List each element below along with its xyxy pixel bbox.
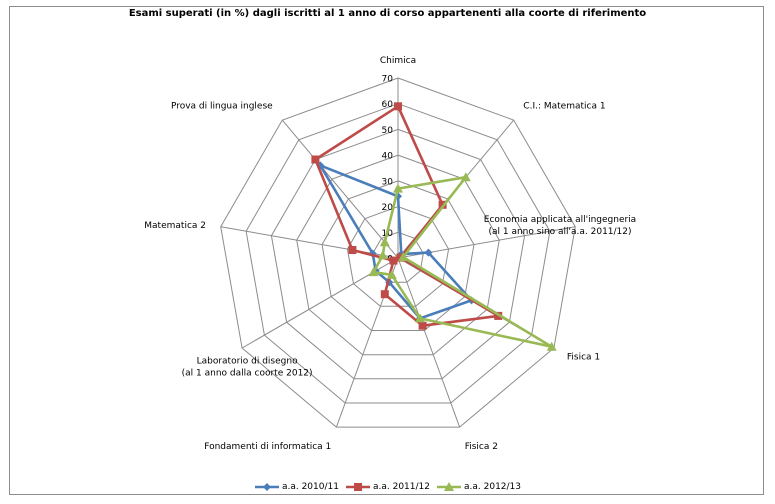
tick-label: 20 bbox=[382, 203, 394, 213]
data-point bbox=[393, 183, 403, 193]
legend-label: a.a. 2010/11 bbox=[281, 482, 339, 492]
category-label: Chimica bbox=[380, 56, 416, 66]
data-point bbox=[386, 269, 397, 279]
legend-swatch bbox=[437, 482, 461, 491]
legend-label: a.a. 2012/13 bbox=[464, 482, 522, 492]
data-point bbox=[311, 155, 320, 164]
series-1 bbox=[316, 161, 476, 323]
chart-frame bbox=[9, 6, 764, 495]
category-label: C.I.: Matematica 1 bbox=[523, 102, 605, 112]
grid-ring bbox=[270, 128, 526, 380]
data-point bbox=[377, 250, 388, 260]
category-label: Economia applicata all'ingegneria (al 1 a… bbox=[484, 215, 636, 237]
grid-ring bbox=[245, 103, 551, 404]
data-point bbox=[348, 246, 357, 254]
data-point bbox=[379, 237, 390, 247]
tick-label: 40 bbox=[382, 152, 394, 162]
tick-label: 30 bbox=[382, 177, 394, 187]
spoke-line bbox=[220, 226, 399, 259]
data-point bbox=[398, 252, 409, 262]
data-point bbox=[415, 313, 425, 323]
category-label: Laboratorio di disegno (al 1 anno dalla c… bbox=[182, 357, 313, 379]
tick-label: 60 bbox=[382, 100, 394, 110]
category-label: Fisica 1 bbox=[567, 353, 600, 363]
legend-item: a.a. 2010/11 bbox=[254, 482, 339, 492]
data-point bbox=[368, 267, 379, 277]
legend-marker bbox=[444, 482, 454, 491]
legend-item: a.a. 2012/13 bbox=[436, 482, 521, 492]
spoke-line bbox=[397, 257, 461, 428]
grid-ring bbox=[321, 180, 475, 331]
grid-ring bbox=[296, 154, 500, 356]
category-label: Prova di lingua inglese bbox=[171, 102, 273, 112]
data-point bbox=[389, 256, 398, 265]
legend-marker bbox=[353, 483, 362, 491]
legend-swatch bbox=[254, 483, 279, 491]
data-point bbox=[546, 341, 557, 351]
series-line bbox=[314, 105, 500, 328]
series-line bbox=[372, 175, 554, 349]
data-point bbox=[418, 321, 427, 330]
data-point bbox=[460, 172, 471, 182]
chart-title: Esami superati (in %) dagli iscritti al … bbox=[128, 8, 647, 19]
category-label: Matematica 2 bbox=[144, 221, 206, 231]
grid-ring bbox=[220, 77, 576, 428]
radar-chart: 010203040506070ChimicaC.I.: Matematica 1… bbox=[144, 56, 636, 452]
legend-swatch bbox=[345, 483, 370, 491]
legend-marker bbox=[262, 483, 271, 491]
series-3 bbox=[368, 172, 557, 351]
data-point bbox=[380, 290, 389, 299]
chart-legend: a.a. 2010/11 a.a. 2011/12 a.a. 2012/13 bbox=[0, 482, 775, 495]
tick-label: 50 bbox=[382, 126, 394, 136]
category-label: Fisica 2 bbox=[465, 442, 498, 452]
category-label: Fondamenti di informatica 1 bbox=[204, 442, 331, 452]
spoke-line bbox=[281, 119, 399, 259]
data-point bbox=[394, 102, 402, 111]
legend-item: a.a. 2011/12 bbox=[345, 482, 430, 492]
data-point bbox=[424, 248, 433, 257]
tick-label: 70 bbox=[382, 75, 394, 85]
legend-label: a.a. 2011/12 bbox=[372, 482, 430, 492]
series-2 bbox=[311, 102, 503, 330]
series-line bbox=[318, 164, 473, 320]
